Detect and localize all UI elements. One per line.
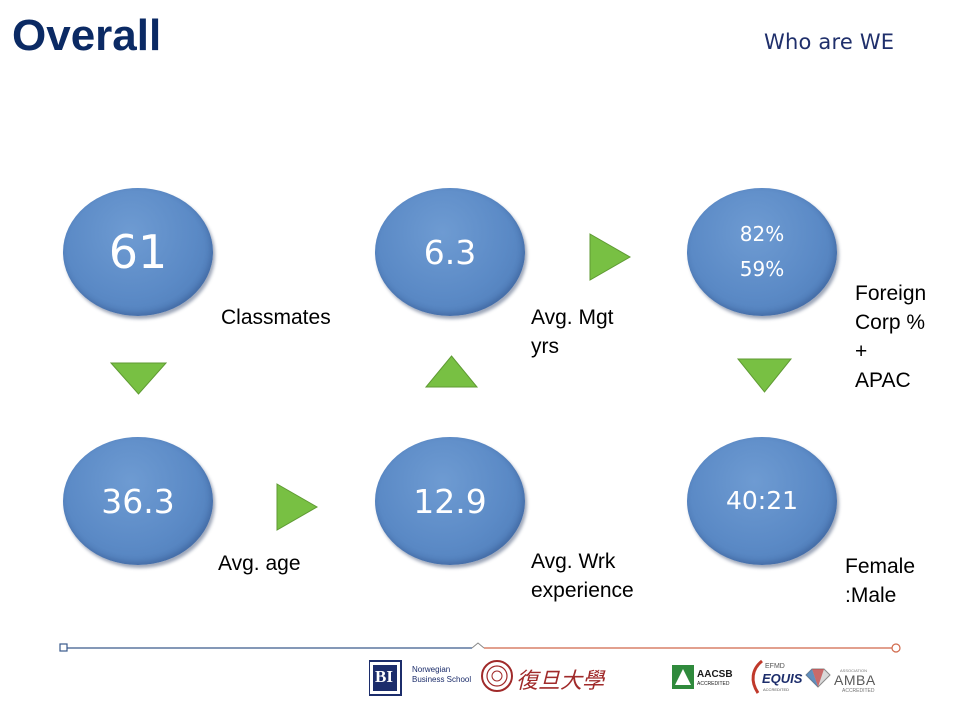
amba-logo-sub: ACCREDITED <box>842 688 875 694</box>
stat-label-work-experience: Avg. Wrk experience <box>531 547 634 605</box>
stat-label-classmates: Classmates <box>221 306 331 329</box>
stat-value: 40:21 <box>725 486 799 516</box>
stat-label-mgt-years: Avg. Mgt yrs <box>531 303 613 361</box>
page-title: Overall <box>12 11 162 60</box>
stat-value: 6.3 <box>423 232 477 272</box>
stat-circle-foreign: 82% 59% <box>687 188 837 316</box>
stat-label-foreign: Foreign Corp % + APAC <box>855 279 926 395</box>
section-subtitle: Who are WE <box>764 30 895 54</box>
stat-value-line2: 59% <box>739 257 785 281</box>
fudan-seal-icon <box>481 660 513 692</box>
stat-label-line: Avg. Mgt <box>531 306 614 329</box>
amba-logo-text: AMBA <box>834 672 876 688</box>
fudan-logo-text: 復旦大學 <box>516 669 605 694</box>
footer-logos: BI Norwegian Business School 復旦大學 AACSB … <box>0 655 960 715</box>
stat-label-line: Avg. Wrk <box>531 550 616 573</box>
equis-swoosh-icon <box>751 659 763 694</box>
stat-circle-mgt-years: 6.3 <box>375 188 525 316</box>
stat-value: 61 <box>108 225 168 279</box>
efmd-text: EFMD <box>765 663 785 670</box>
arrow-down-icon <box>109 362 168 395</box>
stat-label-age: Avg. age <box>218 552 301 575</box>
aacsb-logo-text: AACSB <box>697 669 733 680</box>
bi-logo-name-line2: Business School <box>412 675 472 684</box>
stat-label-line: Foreign <box>855 282 927 305</box>
stat-label-line: experience <box>531 579 634 602</box>
stat-label-gender-ratio: Female :Male <box>845 552 915 610</box>
stat-label-line: APAC <box>855 369 911 392</box>
stat-label-line: Female <box>845 555 916 578</box>
bi-logo-name-line1: Norwegian <box>412 665 451 674</box>
stat-label-line: :Male <box>845 584 897 607</box>
stat-value: 36.3 <box>101 481 175 521</box>
stat-value: 12.9 <box>413 481 487 521</box>
aacsb-logo-sub: ACCREDITED <box>697 681 730 687</box>
arrow-down-icon <box>736 358 793 393</box>
equis-logo-text: EQUIS <box>762 671 803 686</box>
bi-logo-mark: BI <box>375 667 393 686</box>
bi-logo <box>369 660 402 696</box>
arrow-right-icon <box>589 233 632 281</box>
stat-circle-age: 36.3 <box>63 437 213 565</box>
equis-logo-sub: ACCREDITED <box>763 687 790 692</box>
arrow-up-icon <box>424 355 479 388</box>
amba-top-text: ASSOCIATION <box>840 668 868 673</box>
stat-circle-classmates: 61 <box>63 188 213 316</box>
stat-label-line: + <box>855 340 868 363</box>
stat-circle-work-experience: 12.9 <box>375 437 525 565</box>
stat-label-line: Corp % <box>855 311 926 334</box>
arrow-right-icon <box>276 483 319 531</box>
stat-label-line: yrs <box>531 335 559 358</box>
stat-circle-gender-ratio: 40:21 <box>687 437 837 565</box>
footer-divider <box>59 642 901 653</box>
aacsb-logo-icon <box>672 665 694 689</box>
amba-diamond-icon <box>805 668 831 688</box>
stat-value-line1: 82% <box>739 222 785 246</box>
